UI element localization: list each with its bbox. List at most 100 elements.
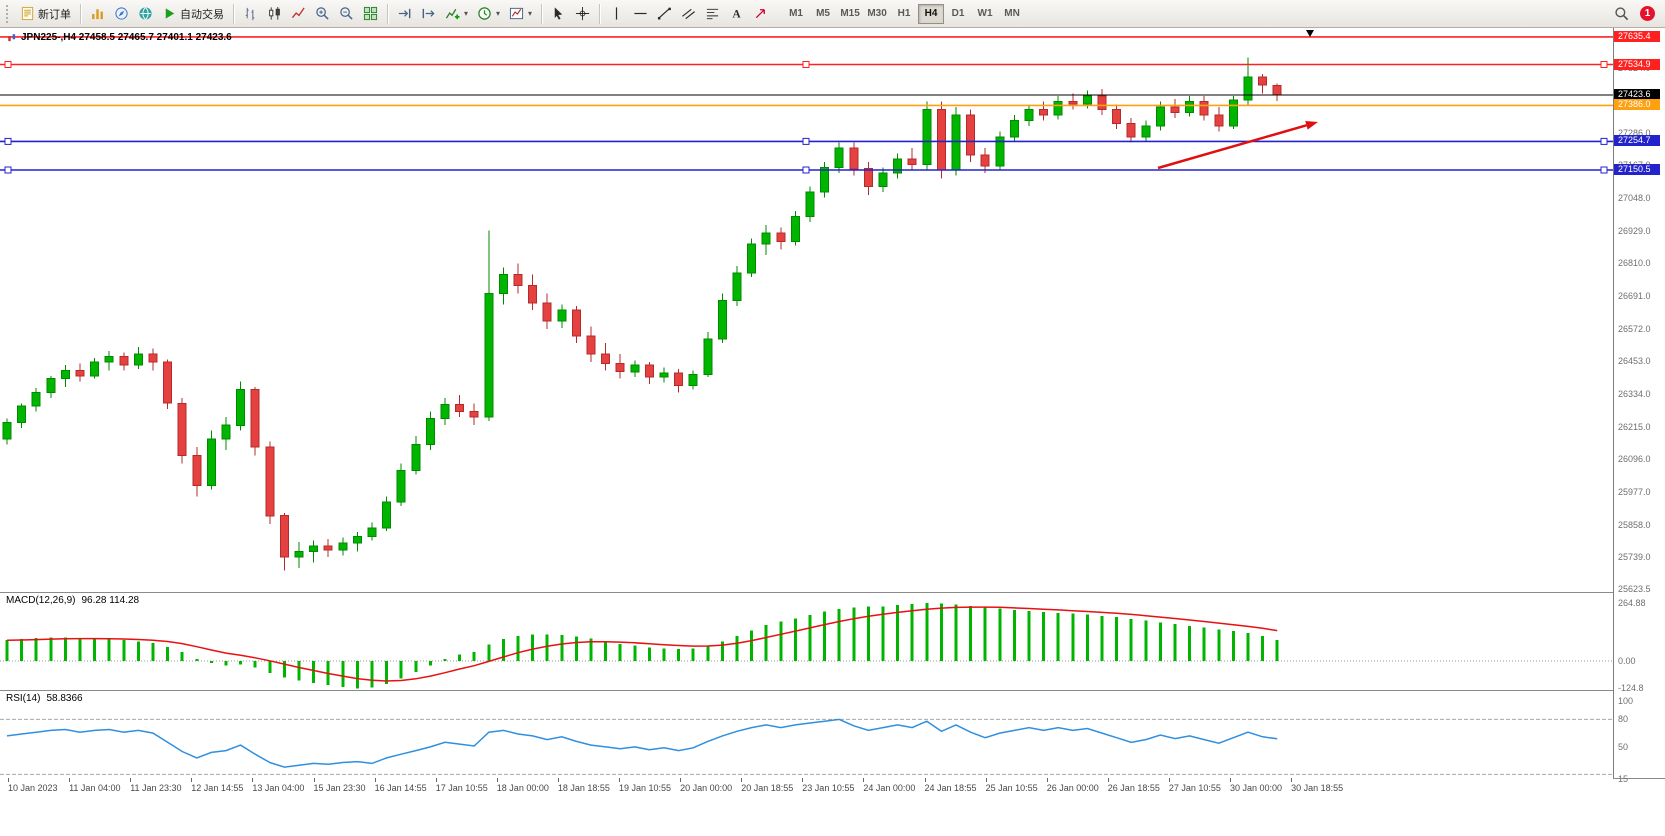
timeframe-m5-button[interactable]: M5 [810, 4, 836, 24]
time-axis-label: 30 Jan 00:00 [1230, 783, 1283, 793]
time-axis-label: 24 Jan 18:55 [924, 783, 977, 793]
rsi-label: RSI(14) 58.8366 [6, 693, 83, 704]
fibonacci-icon [705, 6, 720, 21]
time-tick [680, 778, 682, 782]
toolbar-grip[interactable] [6, 4, 11, 23]
price-axis-label: 26810.0 [1618, 258, 1651, 269]
price-axis[interactable]: 27524.027405.027286.027167.027048.026929… [1613, 28, 1665, 784]
rsi-axis-label: 15 [1618, 774, 1629, 785]
line-handle[interactable] [1600, 137, 1608, 145]
price-line-27150.5[interactable] [0, 166, 1613, 174]
timeframe-w1-button[interactable]: W1 [972, 4, 998, 24]
time-axis-label: 10 Jan 2023 [8, 783, 58, 793]
pane-separator[interactable] [0, 690, 1665, 691]
navigator-button[interactable] [110, 3, 133, 25]
cursor-button[interactable] [547, 3, 570, 25]
trendline-icon [657, 6, 672, 21]
zoom-in-button[interactable] [311, 3, 334, 25]
market-watch-icon [90, 6, 105, 21]
timeframe-d1-button[interactable]: D1 [945, 4, 971, 24]
rsi-pane[interactable] [0, 690, 1613, 778]
trendline-button[interactable] [653, 3, 676, 25]
price-axis-label: 26096.0 [1618, 454, 1651, 465]
auto-scroll-button[interactable] [393, 3, 416, 25]
channel-button[interactable] [677, 3, 700, 25]
channel-icon [681, 6, 696, 21]
time-tick [313, 778, 315, 782]
timeframe-m30-button[interactable]: M30 [864, 4, 890, 24]
vertical-line-button[interactable] [605, 3, 628, 25]
line-handle[interactable] [4, 61, 12, 68]
price-tag: 27534.9 [1614, 58, 1660, 70]
price-axis-label: 26572.0 [1618, 323, 1651, 334]
time-tick [557, 778, 559, 782]
crosshair-button[interactable] [571, 3, 594, 25]
search-button[interactable] [1610, 3, 1633, 25]
price-chart-pane[interactable] [0, 28, 1613, 592]
market-watch-button[interactable] [86, 3, 109, 25]
line-handle[interactable] [802, 137, 810, 145]
time-axis-label: 12 Jan 14:55 [191, 783, 244, 793]
search-icon [1614, 6, 1629, 21]
trend-arrow-object[interactable] [1157, 121, 1318, 170]
templates-button[interactable]: ▾ [505, 3, 536, 25]
arrows-button[interactable] [749, 3, 772, 25]
fibonacci-button[interactable] [701, 3, 724, 25]
auto-trading-button[interactable]: 自动交易 [158, 3, 228, 25]
line-handle[interactable] [1600, 61, 1608, 68]
horizontal-line-button[interactable] [629, 3, 652, 25]
toolbar-separator [80, 3, 81, 24]
pane-separator[interactable] [0, 592, 1665, 593]
price-axis-label: 26334.0 [1618, 388, 1651, 399]
rsi-line [6, 718, 1278, 768]
clock-icon [477, 6, 492, 21]
zoom-out-button[interactable] [335, 3, 358, 25]
crosshair-icon [575, 6, 590, 21]
line-handle[interactable] [802, 166, 810, 174]
time-tick [1107, 778, 1109, 782]
time-tick [374, 778, 376, 782]
time-axis-label: 19 Jan 10:55 [619, 783, 672, 793]
macd-pane[interactable] [0, 592, 1613, 690]
price-axis-label: 26691.0 [1618, 291, 1651, 301]
time-axis-label: 26 Jan 00:00 [1046, 783, 1099, 793]
new-order-icon [20, 6, 35, 21]
time-axis[interactable]: 10 Jan 2023 11 Jan 04:00 11 Jan 23:30 12 Ja… [0, 778, 1613, 800]
line-chart-button[interactable] [287, 3, 310, 25]
indicators-button[interactable]: ▾ [441, 3, 472, 25]
tile-windows-button[interactable] [359, 3, 382, 25]
notification-badge[interactable]: 1 [1640, 6, 1655, 21]
price-tag: 27254.7 [1614, 135, 1660, 147]
price-line-27254.7[interactable] [0, 137, 1613, 145]
timeframe-h4-button[interactable]: H4 [918, 3, 945, 24]
line-handle[interactable] [802, 61, 810, 68]
price-axis-label: 27048.0 [1618, 193, 1651, 204]
candlestick-chart-button[interactable] [263, 3, 286, 25]
time-axis-label: 15 Jan 23:30 [313, 783, 366, 793]
tile-windows-icon [363, 6, 378, 21]
periods-button[interactable]: ▾ [473, 3, 504, 25]
text-button[interactable]: A [725, 3, 748, 25]
timeframe-mn-button[interactable]: MN [999, 4, 1025, 24]
time-axis-label: 30 Jan 18:55 [1291, 783, 1344, 793]
new-order-button[interactable]: 新订单 [16, 3, 75, 25]
line-handle[interactable] [1600, 166, 1608, 174]
macd-axis-label: 264.88 [1618, 597, 1646, 608]
timeframe-m1-button[interactable]: M1 [783, 4, 809, 24]
price-line-27534.9[interactable] [0, 61, 1613, 68]
macd-name: MACD(12,26,9) [6, 595, 76, 606]
line-handle[interactable] [4, 137, 12, 145]
time-axis-label: 27 Jan 10:55 [1168, 783, 1221, 793]
time-tick [130, 778, 132, 782]
timeframe-m15-button[interactable]: M15 [837, 4, 863, 24]
arrow-tool-icon [753, 6, 768, 21]
timeframe-h1-button[interactable]: H1 [891, 4, 917, 24]
time-axis-label: 23 Jan 10:55 [802, 783, 855, 793]
line-handle[interactable] [4, 166, 12, 174]
bar-chart-button[interactable] [239, 3, 262, 25]
timeframe-toolbar: M1 M5 M15 M30 H1 H4 D1 W1 MN [783, 3, 1025, 24]
svg-text:A: A [732, 9, 741, 21]
terminal-button[interactable] [134, 3, 157, 25]
chart-shift-button[interactable] [417, 3, 440, 25]
